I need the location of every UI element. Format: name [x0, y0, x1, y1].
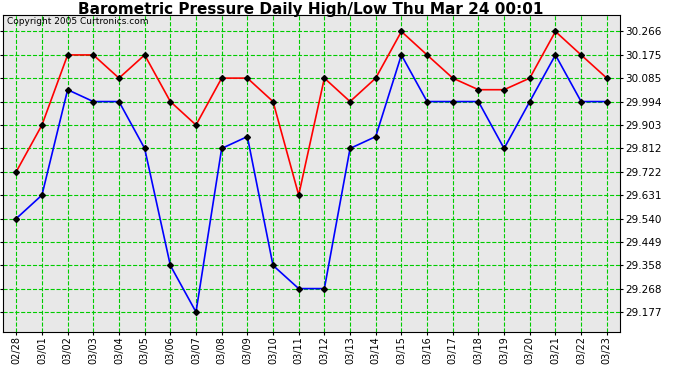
Text: Copyright 2005 Curtronics.com: Copyright 2005 Curtronics.com — [6, 16, 148, 26]
Text: Barometric Pressure Daily High/Low Thu Mar 24 00:01: Barometric Pressure Daily High/Low Thu M… — [78, 2, 543, 17]
